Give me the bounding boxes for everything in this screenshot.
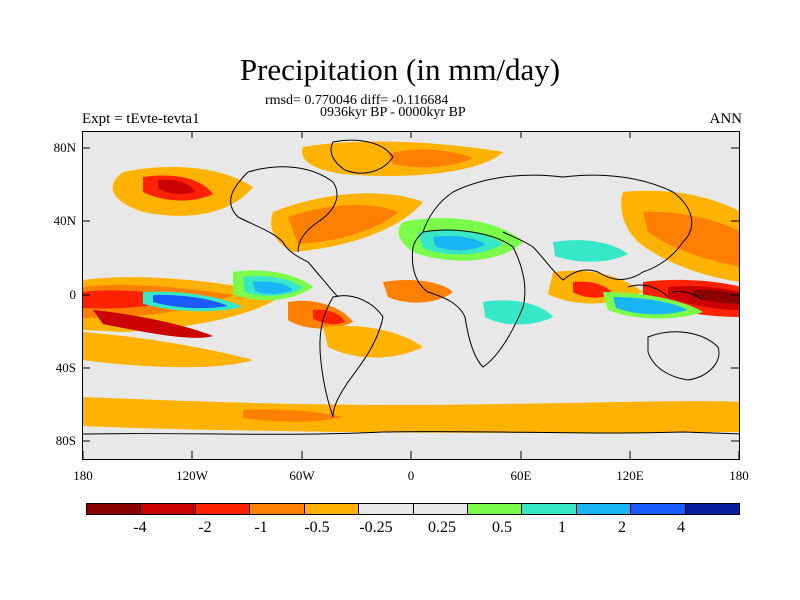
lon-label-180w: 180 (73, 468, 93, 483)
colorbar-label: 2 (618, 519, 626, 536)
south-america-coast (319, 295, 384, 418)
lat-label-40s: 40S (55, 360, 76, 375)
colorbar-swatch (413, 504, 468, 514)
colorbar-label: 0.5 (492, 519, 512, 536)
indonesia-coast (627, 284, 704, 301)
lon-label-180e: 180 (729, 468, 749, 483)
lat-label-0: 0 (69, 287, 77, 302)
africa-coast (411, 229, 526, 368)
southern-ocean-darkorange (243, 409, 343, 422)
maritime-blue (613, 297, 688, 315)
eurasia-coast (422, 174, 693, 281)
atlantic-equatorial-orange (383, 280, 453, 303)
colorbar-swatch (685, 504, 740, 514)
lon-label-0: 0 (407, 468, 415, 483)
australia-coast (647, 331, 720, 381)
coastlines (83, 139, 739, 435)
colorbar-label: 4 (677, 519, 685, 536)
colorbar-swatch (631, 504, 686, 514)
south-pacific-orange (83, 332, 253, 368)
period-line: 0936kyr BP - 0000kyr BP (320, 105, 466, 120)
colorbar-swatch (195, 504, 251, 514)
colorbar (86, 503, 740, 515)
west-pacific-darkorange (643, 211, 739, 267)
colorbar-label: -0.5 (304, 519, 330, 536)
arctic-darkorange (388, 149, 473, 168)
lat-label-80n: 80N (53, 140, 76, 155)
colorbar-label: -0.25 (359, 519, 393, 536)
experiment-label: Expt = tEvte-tevta1 (82, 111, 200, 127)
antarctica-coast (83, 431, 739, 435)
indian-ocean-red (573, 281, 613, 298)
lat-label-80s: 80S (55, 433, 76, 448)
colorbar-swatch (467, 504, 523, 514)
colorbar-swatch (522, 504, 577, 514)
plot-title: Precipitation (in mm/day) (239, 52, 561, 87)
season-label: ANN (709, 111, 743, 127)
colorbar-swatch (359, 504, 414, 514)
north-pacific-darkred (158, 179, 195, 195)
north-africa-blue (433, 235, 485, 251)
south-america-red (313, 309, 345, 325)
north-america-coast (230, 171, 339, 298)
north-atlantic-darkorange (288, 205, 398, 244)
north-america-east-coast (247, 166, 338, 253)
lat-label-40n: 40N (53, 213, 76, 228)
central-pacific-blue (153, 294, 228, 309)
lon-label-120e: 120E (616, 468, 644, 483)
colorbar-swatch (576, 504, 632, 514)
south-atlantic-orange (323, 325, 423, 358)
colorbar-swatch (87, 504, 142, 514)
central-africa-teal (483, 300, 553, 325)
east-pacific-blue (253, 281, 293, 294)
warm-pool-darkest (693, 289, 739, 304)
colorbar-label: -4 (133, 519, 147, 536)
colorbar-label: -2 (198, 519, 212, 536)
positive-anomaly-fields (143, 218, 703, 325)
colorbar-label: 1 (558, 519, 566, 536)
southern-ocean-orange (83, 397, 739, 433)
lon-label-60w: 60W (289, 468, 315, 483)
stats-line: rmsd= 0.770046 diff= -0.116684 (265, 93, 449, 108)
colorbar-label: 0.25 (428, 519, 456, 536)
lon-label-120w: 120W (176, 468, 208, 483)
south-pacific-red (93, 310, 213, 338)
greenland-coast (330, 139, 394, 174)
colorbar-label: -1 (254, 519, 268, 536)
precip-difference-map (82, 131, 740, 460)
map-svg (83, 132, 739, 459)
colorbar-swatch (141, 504, 196, 514)
colorbar-swatch (304, 504, 360, 514)
negative-anomaly-fields (83, 141, 739, 433)
colorbar-swatch (250, 504, 305, 514)
lon-label-60e: 60E (510, 468, 532, 483)
south-asia-teal (553, 240, 628, 262)
